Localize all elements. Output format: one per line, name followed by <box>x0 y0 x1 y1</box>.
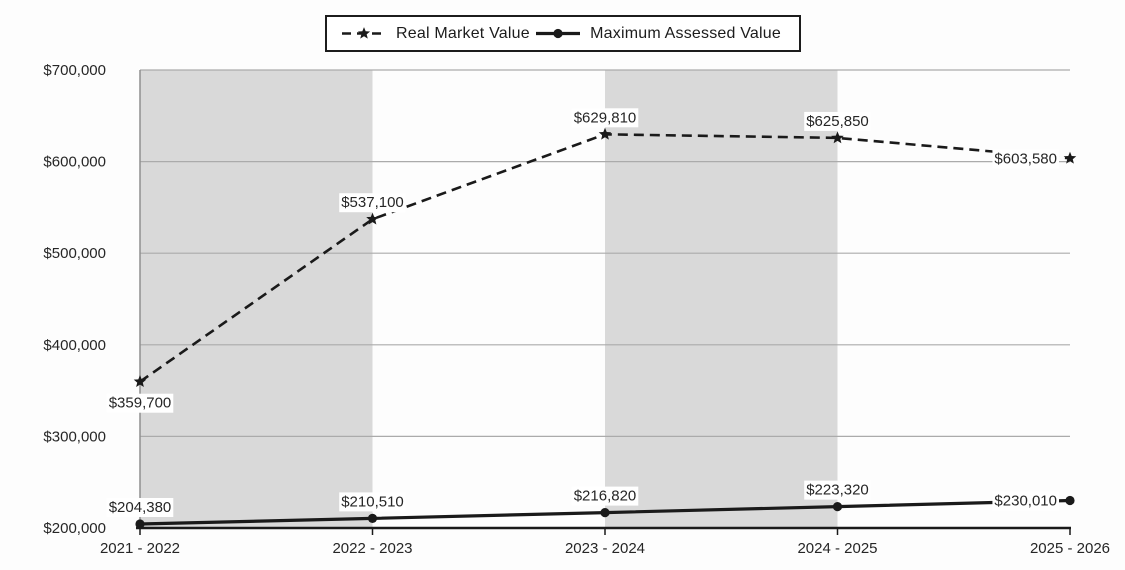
y-tick-label: $400,000 <box>43 337 106 354</box>
data-label: $204,380 <box>109 499 172 516</box>
circle-marker-icon <box>553 28 563 39</box>
data-label: $223,320 <box>806 482 869 499</box>
data-label-background <box>992 149 1059 169</box>
y-tick-label: $500,000 <box>43 245 106 262</box>
legend-item-real-market-value: Real Market Value <box>341 25 530 43</box>
star-marker-icon <box>357 27 371 39</box>
data-label: $216,820 <box>574 488 637 505</box>
data-label-background <box>106 497 174 517</box>
data-label-background <box>804 480 871 500</box>
x-tick-label: 2021 - 2022 <box>100 540 180 557</box>
data-label-background <box>992 491 1059 511</box>
data-label: $625,850 <box>806 113 869 130</box>
dashed-line-star-marker-icon <box>342 27 386 39</box>
circle-marker-icon <box>1065 495 1075 506</box>
circle-marker-icon <box>600 507 610 518</box>
data-label-background <box>571 108 639 128</box>
circle-marker-icon <box>367 513 378 523</box>
shaded-band <box>140 70 373 528</box>
data-label-background <box>804 111 871 131</box>
data-label: $210,510 <box>341 493 404 510</box>
data-label-background <box>339 492 406 512</box>
data-label-background <box>339 193 406 213</box>
star-marker-icon <box>598 127 612 140</box>
x-tick-label: 2024 - 2025 <box>797 540 877 557</box>
legend-label-real-market-value: Real Market Value <box>396 24 530 42</box>
star-marker-icon <box>1063 151 1077 164</box>
star-marker-icon <box>831 131 844 144</box>
y-tick-label: $600,000 <box>43 154 106 171</box>
data-label-background <box>571 486 639 506</box>
y-tick-label: $700,000 <box>43 62 106 79</box>
data-label: $629,810 <box>574 109 637 126</box>
circle-marker-icon <box>832 502 843 512</box>
legend: Real Market Value Maximum Assessed Value <box>325 15 801 52</box>
data-label: $359,700 <box>109 395 172 412</box>
star-marker-icon <box>366 212 379 225</box>
solid-line-circle-marker-icon <box>536 28 581 39</box>
circle-marker-icon <box>135 519 145 529</box>
data-label: $230,010 <box>994 493 1057 510</box>
y-tick-label: $300,000 <box>43 428 106 445</box>
shaded-band <box>605 70 838 528</box>
data-label: $603,580 <box>994 150 1057 167</box>
x-tick-label: 2023 - 2024 <box>565 540 645 557</box>
data-label: $537,100 <box>341 194 404 211</box>
x-tick-label: 2025 - 2026 <box>1030 540 1110 557</box>
x-tick-label: 2022 - 2023 <box>332 540 412 557</box>
data-label-background <box>106 393 174 413</box>
star-marker-icon <box>133 375 147 388</box>
y-tick-label: $200,000 <box>43 520 106 537</box>
legend-label-maximum-assessed-value: Maximum Assessed Value <box>590 24 781 42</box>
legend-item-maximum-assessed-value: Maximum Assessed Value <box>535 25 781 43</box>
